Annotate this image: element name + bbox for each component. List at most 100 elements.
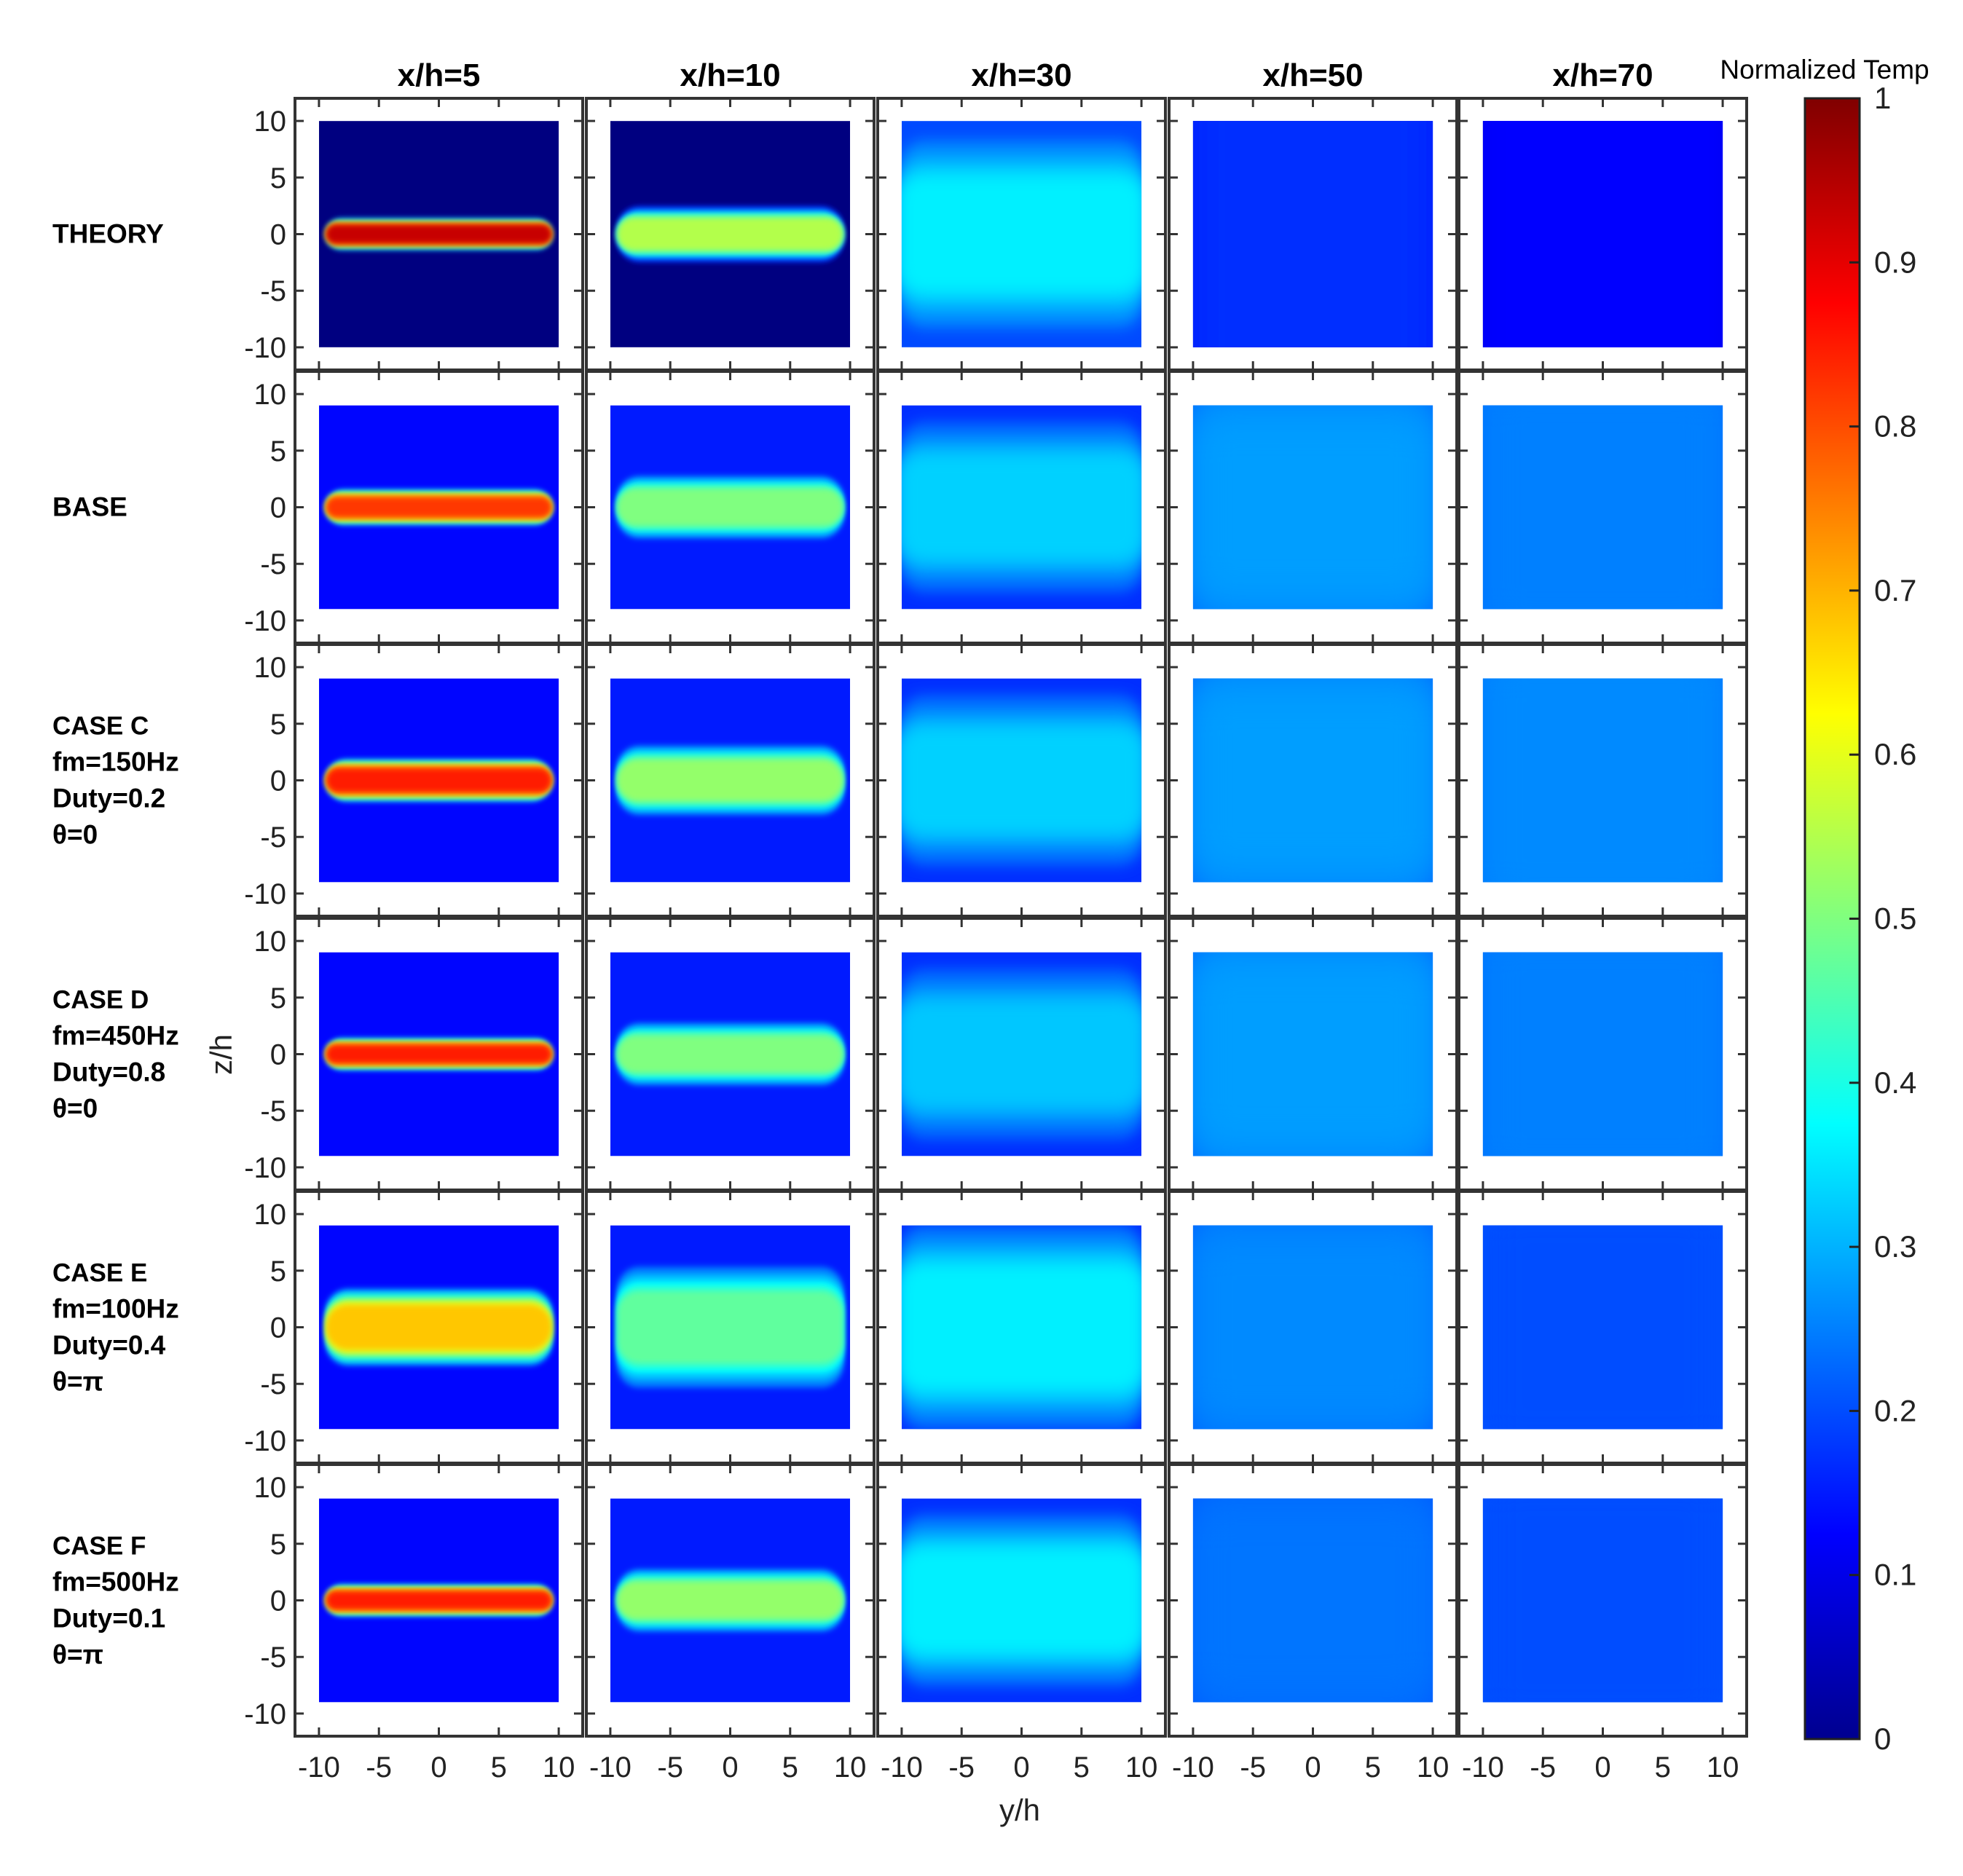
heatmap-panel	[294, 370, 584, 645]
heatmap-contour	[901, 729, 1142, 832]
x-tick-label: 5	[491, 1751, 507, 1784]
heatmap-contour	[617, 218, 843, 251]
x-tick-label: 10	[1125, 1751, 1158, 1784]
heatmap-contour	[901, 1003, 1142, 1106]
heatmap-panel	[1168, 917, 1458, 1191]
heatmap-panel	[1458, 97, 1748, 371]
heatmap-panel	[1458, 1190, 1748, 1465]
colorbar-ticks: 0 0.1 0.2 0.3 0.4 0.5 0.6 0.7 0.8 0.9 1	[1849, 81, 1916, 1756]
heatmap-contour	[326, 1304, 552, 1350]
y-tick-label: -5	[260, 821, 286, 854]
x-tick-label: -10	[589, 1751, 632, 1784]
heatmap-panel	[876, 370, 1167, 645]
x-tick-label: 0	[722, 1751, 738, 1784]
x-tick-label: -5	[1240, 1751, 1266, 1784]
heatmap-contour	[326, 768, 552, 793]
x-tick-label: 0	[1594, 1751, 1610, 1784]
y-tick-label: 0	[270, 1585, 286, 1617]
heatmap-panel	[585, 1463, 876, 1738]
y-tick-label: 0	[270, 1039, 286, 1071]
y-tick-label: -5	[260, 548, 286, 580]
heatmap-panel	[876, 1463, 1167, 1738]
colorbar-tick-label: 0.8	[1874, 409, 1916, 444]
y-tick-labels: 10 5 0 -5 -10 10 5 0 -5 -10 10 5 0 -5 -10 10 5 0 -5 -10 10 5 0…	[244, 106, 286, 1730]
y-tick-label: 5	[270, 1529, 286, 1561]
heatmap-panel	[876, 97, 1167, 371]
heatmap-panel	[876, 643, 1167, 918]
y-tick-label: 5	[270, 1256, 286, 1288]
colorbar-tick-label: 0.4	[1874, 1065, 1916, 1100]
x-tick-label: -5	[1530, 1751, 1556, 1784]
x-tick-label: 10	[543, 1751, 575, 1784]
x-tick-label: -10	[298, 1751, 340, 1784]
row-label-line: Duty=0.8	[52, 1057, 165, 1087]
y-tick-label: -5	[260, 1368, 286, 1400]
heatmap-panel	[294, 97, 584, 371]
row-label-line: CASE D	[52, 986, 149, 1014]
heatmap-panel	[1458, 643, 1748, 918]
row-label-line: fm=100Hz	[52, 1294, 179, 1324]
heatmap-contour	[617, 760, 843, 801]
heatmap-panel	[294, 917, 584, 1191]
heatmap-contour	[1482, 1225, 1723, 1430]
heatmap-contour	[1192, 415, 1433, 599]
row-label-line: θ=π	[52, 1367, 103, 1397]
heatmap-panel	[294, 1190, 584, 1465]
column-titles: x/h=5 x/h=10 x/h=30 x/h=50 x/h=70	[398, 58, 1653, 93]
row-label-line: θ=0	[52, 1094, 98, 1124]
heatmap-panel	[294, 1463, 584, 1738]
x-tick-label: 5	[1074, 1751, 1090, 1784]
y-tick-label: 5	[270, 162, 286, 194]
column-title: x/h=70	[1552, 58, 1653, 93]
row-label-line: Duty=0.2	[52, 784, 165, 813]
heatmap-panel	[1168, 370, 1458, 645]
heatmap-panel	[585, 1190, 876, 1465]
colorbar-tick-label: 0.3	[1874, 1229, 1916, 1264]
column-title: x/h=50	[1262, 58, 1363, 93]
heatmap-panel	[1458, 1463, 1748, 1738]
colorbar: Normalized Temp 0 0.1 0.2 0.3 0.4 0.5 0.6 0.7 0.…	[1720, 55, 1929, 1756]
y-tick-label: -10	[244, 878, 286, 910]
y-tick-label: 5	[270, 982, 286, 1014]
row-labels: THEORY BASE CASE C fm=150Hz Duty=0.2 θ=0 CASE …	[52, 219, 179, 1670]
heatmap-contour	[1482, 952, 1723, 1156]
y-tick-label: 5	[270, 436, 286, 468]
row-label-line: Duty=0.1	[52, 1604, 165, 1633]
row-label-line: fm=450Hz	[52, 1021, 179, 1051]
y-tick-label: 10	[254, 379, 287, 411]
heatmap-contour	[326, 497, 552, 518]
heatmap-contour	[617, 1582, 843, 1619]
row-label-line: CASE C	[52, 712, 149, 741]
x-tick-label: -5	[657, 1751, 683, 1784]
y-tick-label: 0	[270, 1312, 286, 1344]
row-label-line: CASE E	[52, 1259, 147, 1288]
y-tick-label: 10	[254, 1199, 287, 1231]
heatmap-panel	[294, 643, 584, 918]
x-tick-label: -10	[1462, 1751, 1504, 1784]
colorbar-tick-label: 0	[1874, 1722, 1891, 1756]
x-tick-label: -5	[948, 1751, 975, 1784]
y-tick-label: 10	[254, 652, 287, 684]
heatmap-contour	[1192, 1508, 1433, 1692]
x-tick-label: 0	[430, 1751, 447, 1784]
row-label-line: CASE F	[52, 1532, 146, 1561]
heatmap-contour	[326, 224, 552, 244]
y-tick-label: 10	[254, 1472, 287, 1504]
colorbar-tick-label: 1	[1874, 81, 1891, 115]
colorbar-tick-label: 0.1	[1874, 1558, 1916, 1592]
heatmap-panel	[876, 1190, 1167, 1465]
heatmap-panel	[1458, 370, 1748, 645]
heatmap-contour	[1482, 1498, 1723, 1703]
y-tick-label: -10	[244, 1425, 286, 1457]
heatmap-panel	[585, 917, 876, 1191]
x-tick-label: 0	[1013, 1751, 1029, 1784]
x-tick-label: 10	[1417, 1751, 1449, 1784]
x-tick-label: 10	[1707, 1751, 1739, 1784]
y-tick-label: 0	[270, 492, 286, 524]
colorbar-tick-label: 0.5	[1874, 902, 1916, 936]
y-tick-label: 0	[270, 219, 286, 251]
x-tick-label: -10	[881, 1751, 923, 1784]
x-axis-title: y/h	[999, 1793, 1040, 1827]
heatmap-contour	[1482, 405, 1723, 610]
